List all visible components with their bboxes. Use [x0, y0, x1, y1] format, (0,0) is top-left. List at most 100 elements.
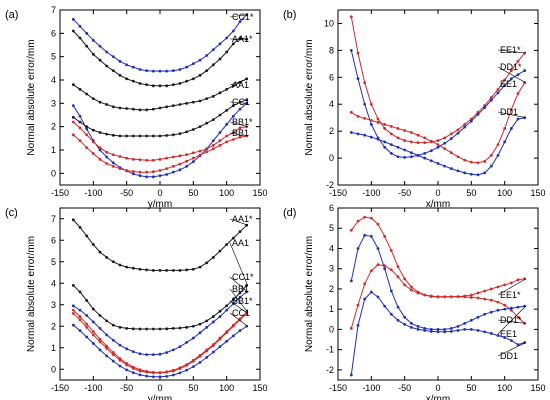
y-tick-label: 7 — [51, 5, 56, 15]
data-point — [171, 164, 175, 168]
data-point — [78, 308, 82, 312]
data-point — [383, 145, 387, 149]
data-point — [85, 234, 89, 238]
data-point — [118, 364, 122, 368]
data-point — [389, 151, 393, 155]
data-point — [396, 127, 400, 130]
data-point — [78, 139, 82, 143]
data-point — [185, 159, 189, 163]
data-point — [138, 174, 142, 178]
data-point — [178, 367, 182, 371]
data-point — [436, 143, 440, 147]
data-point — [483, 106, 487, 109]
data-point — [71, 308, 75, 312]
data-point — [111, 133, 115, 137]
data-point — [165, 156, 169, 160]
data-point — [231, 138, 235, 141]
data-point — [463, 328, 467, 331]
data-point — [429, 149, 433, 153]
data-point — [205, 54, 209, 57]
data-point — [111, 323, 115, 327]
data-point — [483, 171, 487, 175]
data-point — [423, 327, 427, 330]
data-point — [356, 219, 360, 223]
data-point — [476, 161, 480, 165]
series-line — [73, 78, 247, 111]
data-point — [218, 337, 222, 341]
data-point — [496, 308, 500, 312]
data-point — [191, 365, 195, 369]
data-point — [191, 151, 195, 155]
data-point — [125, 134, 129, 138]
data-point — [218, 91, 222, 95]
data-point — [231, 236, 235, 240]
data-point — [443, 295, 447, 299]
data-point — [443, 141, 447, 145]
data-point — [158, 371, 162, 375]
data-point — [496, 285, 500, 289]
data-point — [403, 322, 407, 326]
data-point — [178, 82, 182, 85]
data-point — [145, 108, 149, 112]
data-point — [191, 359, 195, 363]
label-leader — [497, 319, 526, 324]
data-point — [131, 134, 135, 138]
data-point — [469, 293, 473, 297]
data-point — [78, 126, 82, 130]
label-leader — [229, 78, 248, 86]
data-point — [211, 139, 215, 143]
data-point — [151, 158, 155, 162]
x-tick-label: -150 — [329, 383, 347, 393]
data-point — [211, 94, 215, 98]
data-point — [218, 309, 222, 313]
data-point — [356, 132, 360, 136]
data-point — [245, 311, 249, 315]
data-point — [171, 155, 175, 159]
data-point — [509, 339, 513, 342]
x-tick-label: -150 — [51, 383, 69, 393]
data-point — [509, 127, 513, 130]
data-point — [416, 324, 420, 328]
data-point — [396, 318, 400, 322]
data-point — [178, 162, 182, 166]
data-point — [105, 64, 109, 68]
data-point — [131, 366, 135, 370]
data-point — [191, 160, 195, 164]
data-point — [369, 123, 373, 126]
data-point — [376, 263, 380, 267]
data-point — [71, 304, 75, 308]
data-point — [111, 260, 115, 264]
x-tick-label: 50 — [188, 188, 198, 198]
data-point — [396, 136, 400, 140]
y-axis-title: Normal absolute error/mm — [26, 39, 37, 155]
data-point — [456, 295, 460, 299]
data-point — [436, 330, 440, 334]
data-point — [171, 348, 175, 352]
data-point — [125, 327, 129, 330]
data-point — [383, 123, 387, 126]
data-point — [111, 164, 115, 168]
data-point — [85, 335, 89, 339]
data-point — [205, 356, 209, 359]
data-point — [443, 330, 447, 334]
label-leader — [229, 14, 248, 18]
data-point — [469, 296, 473, 299]
data-point — [78, 318, 82, 322]
data-point — [211, 118, 215, 122]
data-point — [198, 265, 202, 269]
data-point — [191, 324, 195, 328]
data-point — [376, 137, 380, 141]
data-point — [218, 139, 222, 143]
data-point — [211, 147, 215, 151]
y-tick-label: 2 — [51, 321, 56, 331]
data-point — [456, 169, 460, 173]
data-point — [396, 265, 400, 269]
data-point — [98, 314, 102, 317]
x-tick-label: -150 — [51, 188, 69, 198]
data-point — [456, 128, 460, 132]
data-point — [145, 370, 149, 374]
data-point — [211, 344, 215, 347]
data-point — [503, 140, 507, 144]
data-point — [349, 15, 353, 19]
